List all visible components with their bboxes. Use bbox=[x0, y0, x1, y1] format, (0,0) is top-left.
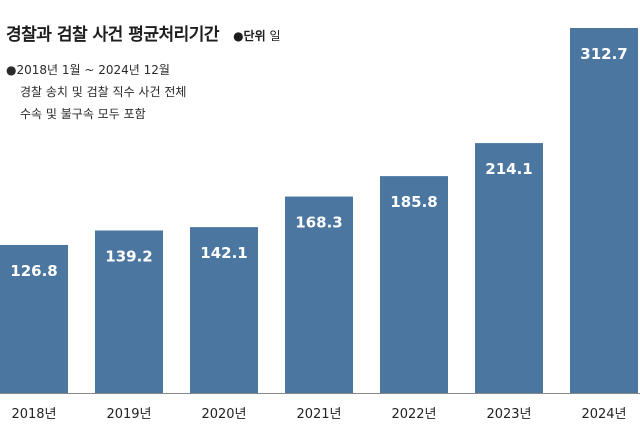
bar-value-label: 139.2 bbox=[105, 248, 152, 266]
bar-2023년 bbox=[475, 143, 543, 393]
x-tick-label: 2021년 bbox=[296, 407, 341, 422]
bar-2024년 bbox=[570, 28, 638, 393]
bar-value-label: 142.1 bbox=[200, 244, 247, 262]
bar-2022년 bbox=[380, 176, 448, 393]
chart-header: 경찰과 검찰 사건 평균처리기간 ●단위 일 ●2018년 1월 ~ 2024년… bbox=[6, 20, 281, 125]
bar-2021년 bbox=[285, 196, 353, 393]
note-period: ●2018년 1월 ~ 2024년 12월 bbox=[6, 63, 170, 77]
bar-value-label: 312.7 bbox=[580, 45, 627, 63]
bar-value-label: 126.8 bbox=[10, 262, 57, 280]
note-scope: 경찰 송치 및 검찰 직수 사건 전체 bbox=[20, 85, 187, 99]
bar-value-label: 214.1 bbox=[485, 160, 532, 178]
unit-label: ●단위 bbox=[233, 29, 266, 43]
x-tick-label: 2018년 bbox=[11, 407, 56, 422]
x-tick-label: 2019년 bbox=[106, 407, 151, 422]
unit-value: 일 bbox=[269, 29, 281, 43]
note-detention: 수속 및 불구속 모두 포함 bbox=[20, 107, 146, 121]
chart-title: 경찰과 검찰 사건 평균처리기간 bbox=[6, 25, 220, 45]
bar-value-label: 168.3 bbox=[295, 214, 342, 232]
bar-2019년 bbox=[95, 230, 163, 393]
bar-2020년 bbox=[190, 227, 258, 393]
unit-note: ●단위 일 bbox=[233, 27, 280, 44]
x-tick-label: 2023년 bbox=[486, 407, 531, 422]
title-row: 경찰과 검찰 사건 평균처리기간 ●단위 일 bbox=[6, 20, 281, 45]
x-tick-label: 2020년 bbox=[201, 407, 246, 422]
x-tick-label: 2024년 bbox=[581, 407, 626, 422]
bar-value-label: 185.8 bbox=[390, 193, 437, 211]
chart-notes: ●2018년 1월 ~ 2024년 12월 경찰 송치 및 검찰 직수 사건 전… bbox=[6, 59, 281, 125]
x-tick-label: 2022년 bbox=[391, 407, 436, 422]
bar-2018년 bbox=[0, 244, 68, 393]
